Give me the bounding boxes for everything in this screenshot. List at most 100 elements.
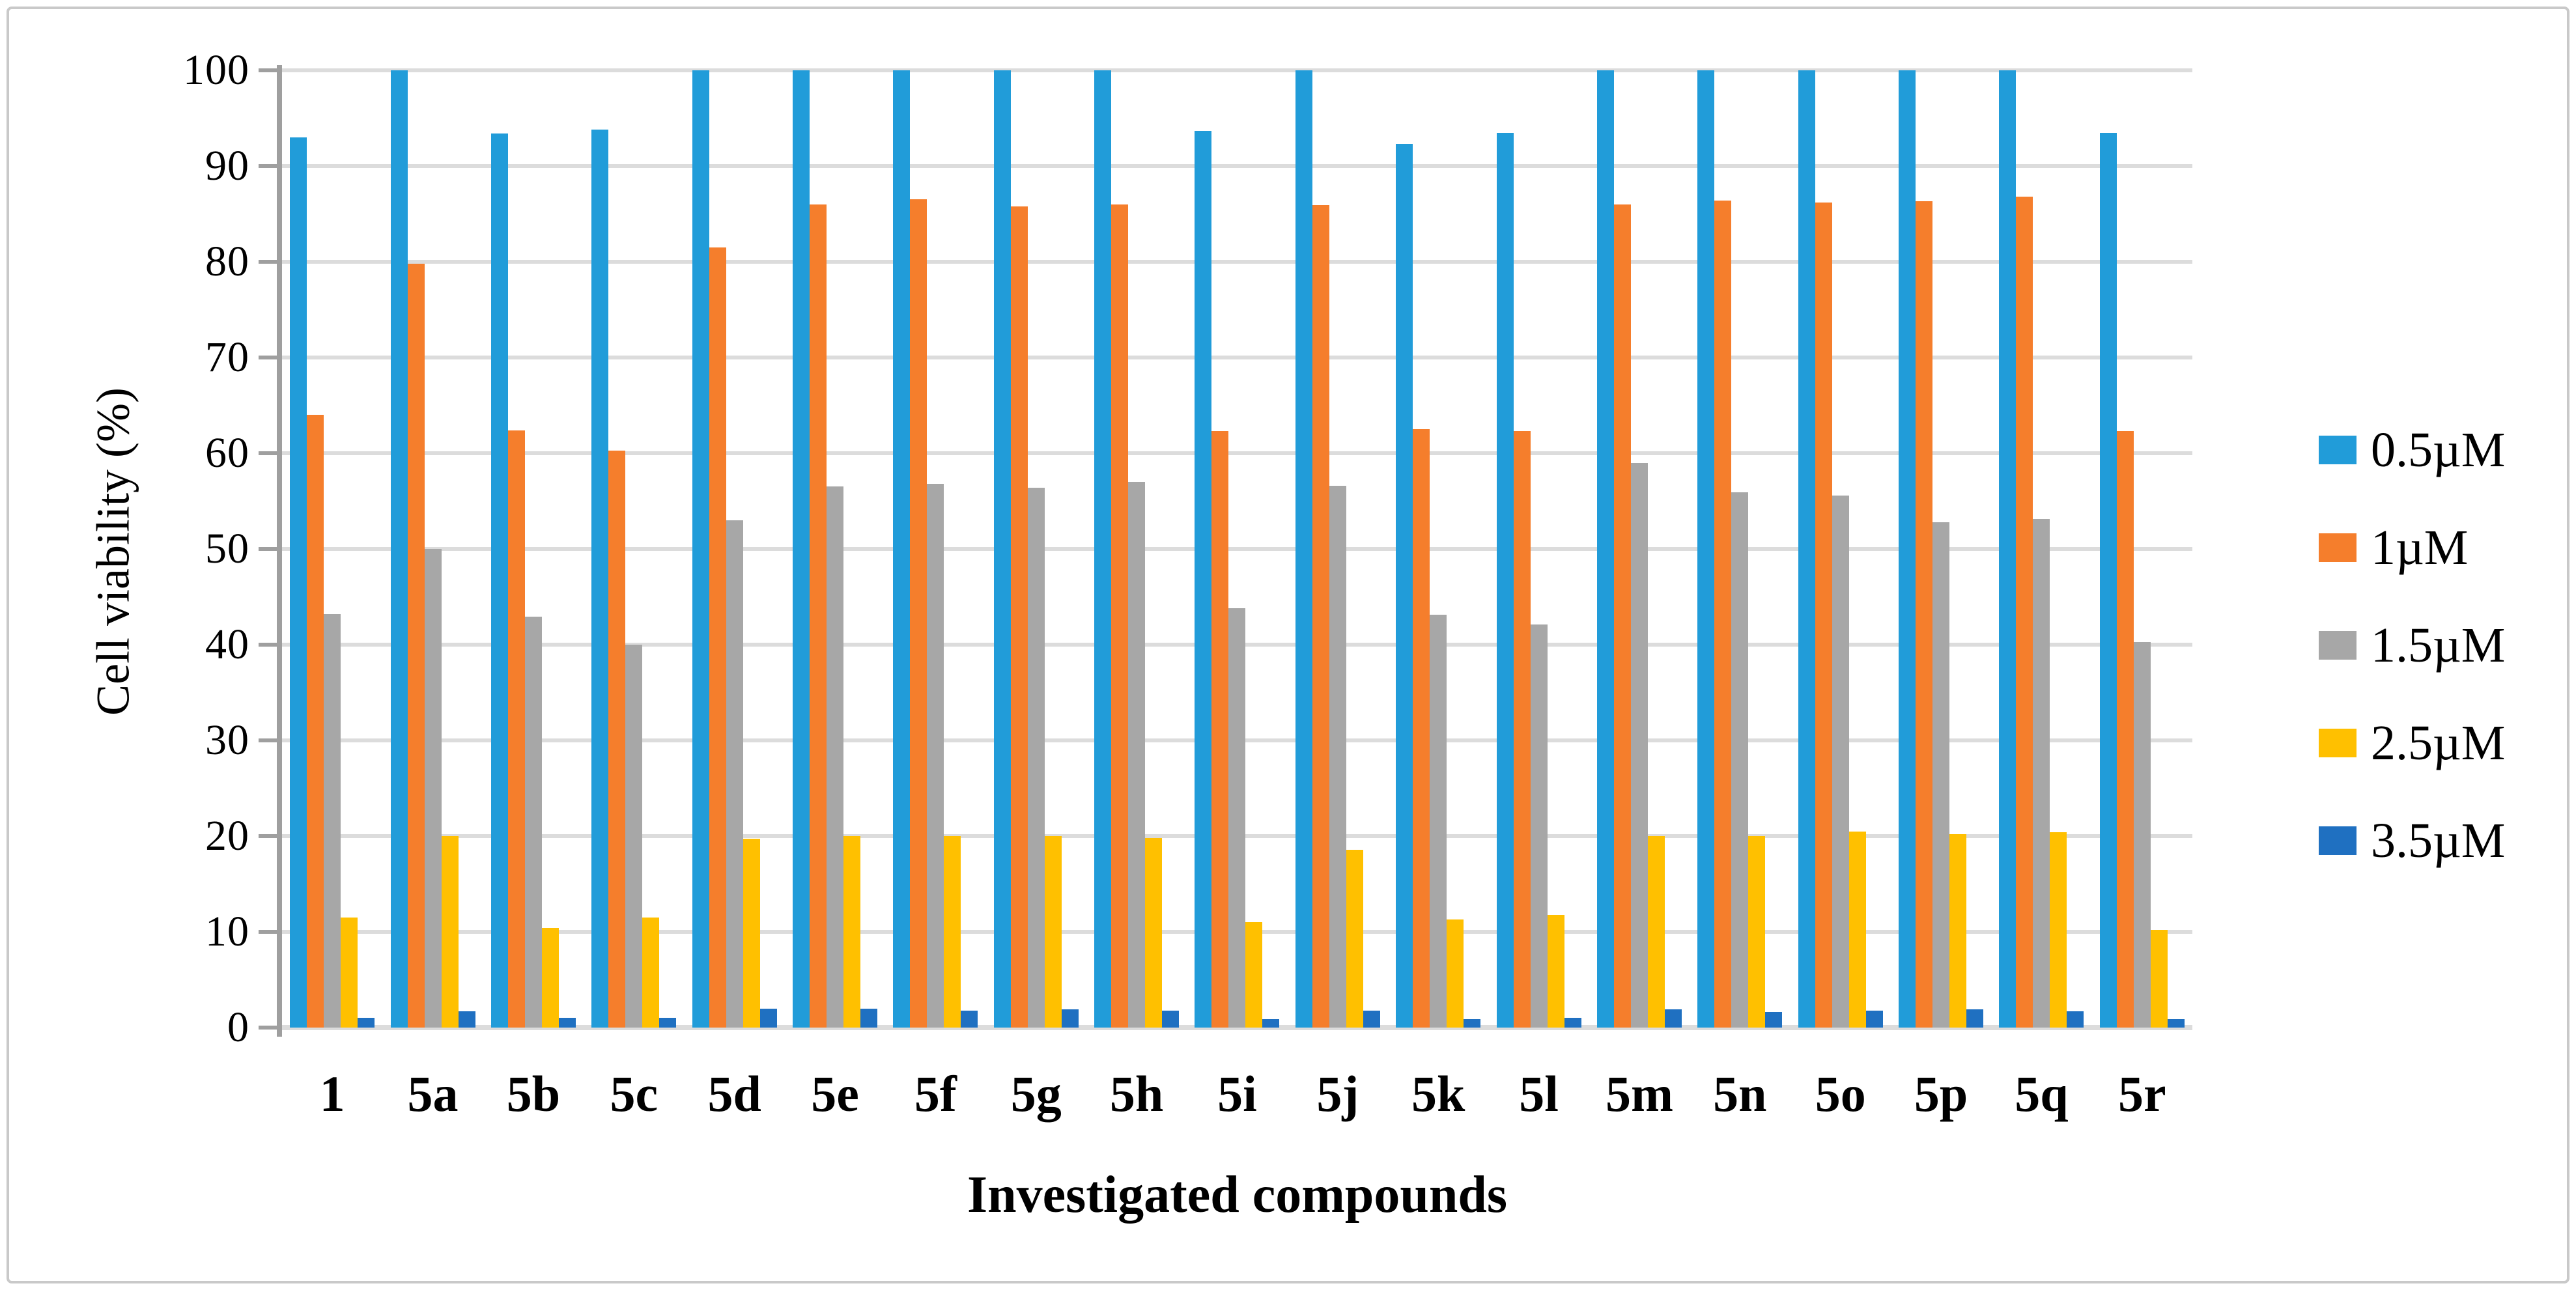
bar-3.5µM bbox=[1564, 1018, 1581, 1028]
bar-1µM bbox=[1010, 206, 1028, 1028]
bar-1µM bbox=[1815, 202, 1832, 1028]
x-axis-baseline bbox=[282, 1025, 2192, 1030]
bar-group bbox=[584, 70, 684, 1028]
bar-group bbox=[1589, 70, 1690, 1028]
figure-frame: 0 10 20 30 40 50 60 70 80 90 100 1 5a 5b 5c 5d 5e 5f 5g 5h… bbox=[7, 7, 2569, 1283]
bar-0.5µM bbox=[893, 70, 911, 1028]
legend-entry: 0.5µM bbox=[2319, 425, 2505, 475]
x-axis-category-label: 5l bbox=[1519, 1065, 1559, 1122]
legend-swatch bbox=[2319, 729, 2357, 757]
plot-area bbox=[9, 9, 2567, 1281]
x-axis-category-label: 5i bbox=[1217, 1065, 1257, 1122]
bar-0.5µM bbox=[1596, 70, 1614, 1028]
x-axis-category-label: 5q bbox=[2015, 1065, 2069, 1122]
x-axis-category-labels: 1 5a 5b 5c 5d 5e 5f 5g 5h 5i 5j 5k 5l 5m 5n 5o 5p 5q 5r bbox=[9, 9, 2567, 1281]
bar-group bbox=[1891, 70, 1991, 1028]
legend-label: 1µM bbox=[2371, 520, 2469, 575]
bar-3.5µM bbox=[1464, 1018, 1481, 1028]
x-axis-category-label: 5d bbox=[707, 1065, 761, 1122]
y-axis-tick-label: 30 bbox=[205, 716, 249, 764]
bar-0.5µM bbox=[1094, 70, 1112, 1028]
bar-1.5µM bbox=[726, 520, 743, 1028]
bar-1.5µM bbox=[424, 549, 442, 1028]
bar-0.5µM bbox=[692, 70, 709, 1028]
x-axis-category-label: 5f bbox=[914, 1065, 957, 1122]
bar-2.5µM bbox=[2050, 832, 2067, 1028]
y-axis-tick-label: 20 bbox=[205, 812, 249, 860]
bar-3.5µM bbox=[1162, 1010, 1180, 1028]
x-axis-category-label: 5o bbox=[1815, 1065, 1866, 1122]
bar-1µM bbox=[810, 204, 827, 1028]
bar-1µM bbox=[910, 199, 927, 1028]
x-axis-category-label: 5p bbox=[1914, 1065, 1968, 1122]
bar-0.5µM bbox=[390, 70, 408, 1028]
x-axis-category-label: 5k bbox=[1411, 1065, 1465, 1122]
bar-1.5µM bbox=[1027, 487, 1045, 1028]
bar-1µM bbox=[407, 263, 425, 1028]
bar-group bbox=[1388, 70, 1488, 1028]
bar-3.5µM bbox=[1664, 1009, 1682, 1028]
legend-label: 0.5µM bbox=[2371, 423, 2506, 477]
bar-0.5µM bbox=[1798, 70, 1815, 1028]
bar-3.5µM bbox=[358, 1018, 375, 1028]
y-axis-tick-mark bbox=[259, 547, 277, 551]
y-axis-tick-mark bbox=[259, 356, 277, 359]
x-axis-category-label: 5h bbox=[1109, 1065, 1164, 1122]
bar-group bbox=[1086, 70, 1187, 1028]
y-axis-tick-label: 60 bbox=[205, 429, 249, 477]
bar-1µM bbox=[2116, 431, 2134, 1028]
bar-1.5µM bbox=[324, 613, 341, 1028]
bar-group bbox=[2092, 70, 2192, 1028]
y-axis-tick-mark bbox=[259, 643, 277, 647]
bar-1.5µM bbox=[1430, 615, 1447, 1028]
gridline bbox=[282, 356, 2192, 359]
bar-2.5µM bbox=[1748, 836, 1766, 1028]
y-axis-tick-label: 50 bbox=[205, 525, 249, 572]
y-axis-tick-label: 70 bbox=[205, 333, 249, 381]
bar-2.5µM bbox=[541, 928, 559, 1028]
bar-group bbox=[282, 70, 382, 1028]
axis-layer bbox=[9, 9, 2567, 1281]
gridline bbox=[282, 547, 2192, 551]
bar-2.5µM bbox=[1647, 836, 1665, 1028]
legend-label: 3.5µM bbox=[2371, 813, 2506, 868]
gridline bbox=[282, 260, 2192, 264]
y-axis-tick-mark bbox=[259, 164, 277, 168]
legend-entry: 3.5µM bbox=[2319, 816, 2505, 865]
bar-group bbox=[1488, 70, 1589, 1028]
y-axis-line bbox=[277, 65, 282, 1037]
bar-group bbox=[885, 70, 985, 1028]
bar-0.5µM bbox=[490, 133, 508, 1028]
bar-2.5µM bbox=[944, 836, 961, 1028]
bar-1µM bbox=[1916, 201, 1933, 1028]
bar-0.5µM bbox=[290, 137, 307, 1028]
y-axis-tick-label: 100 bbox=[183, 46, 249, 94]
bar-1.5µM bbox=[1228, 608, 1246, 1028]
bar-3.5µM bbox=[1363, 1010, 1380, 1028]
bar-0.5µM bbox=[1396, 144, 1413, 1028]
legend: 0.5µM 1µM 1.5µM 2.5µM 3.5µM bbox=[9, 9, 2567, 1281]
bar-group bbox=[1187, 70, 1287, 1028]
y-axis-tick-mark bbox=[259, 930, 277, 934]
x-axis-category-label: 5a bbox=[407, 1065, 459, 1122]
y-axis-tick-mark bbox=[259, 738, 277, 742]
legend-entry: 1µM bbox=[2319, 523, 2468, 572]
bar-1.5µM bbox=[1731, 492, 1749, 1028]
bar-2.5µM bbox=[843, 836, 860, 1028]
bar-1µM bbox=[1413, 429, 1430, 1028]
bar-0.5µM bbox=[1697, 70, 1715, 1028]
bar-3.5µM bbox=[1765, 1012, 1783, 1028]
bar-3.5µM bbox=[1865, 1010, 1883, 1028]
x-axis-category-label: 5j bbox=[1316, 1065, 1359, 1122]
bar-2.5µM bbox=[1547, 914, 1564, 1028]
x-axis-category-label: 5r bbox=[2117, 1065, 2166, 1122]
bar-group bbox=[986, 70, 1086, 1028]
legend-label: 1.5µM bbox=[2371, 618, 2506, 673]
bar-group bbox=[1991, 70, 2091, 1028]
x-axis-title: Investigated compounds bbox=[967, 1166, 1508, 1224]
bar-1µM bbox=[1613, 204, 1631, 1028]
bar-3.5µM bbox=[2167, 1018, 2185, 1028]
bar-2.5µM bbox=[1447, 919, 1464, 1028]
x-axis-category-label: 5b bbox=[506, 1065, 561, 1122]
bar-0.5µM bbox=[1295, 70, 1312, 1028]
